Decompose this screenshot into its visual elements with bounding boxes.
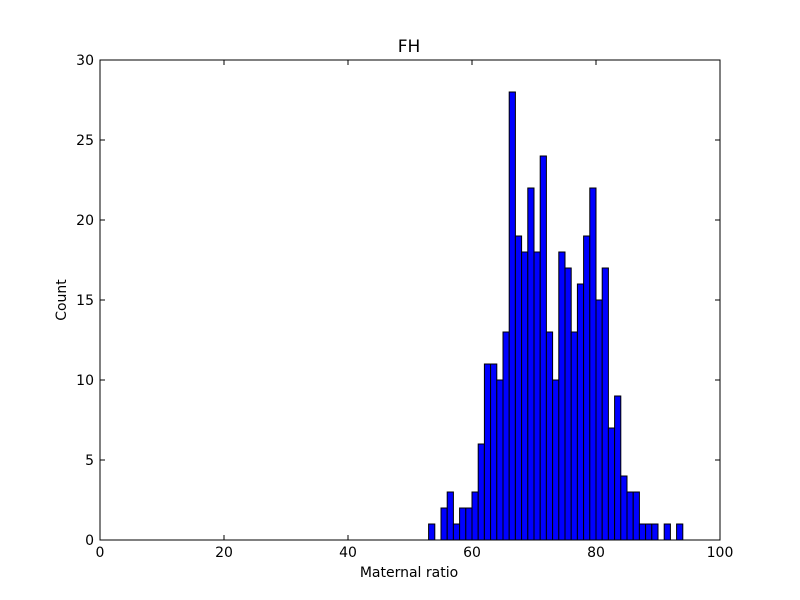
histogram-bar (508, 91, 516, 541)
histogram-bar (614, 395, 622, 541)
histogram-bar (428, 523, 436, 541)
histogram-bar (459, 507, 467, 541)
y-axis: 0 5 10 15 20 25 30 (76, 53, 720, 549)
histogram-bar (514, 235, 523, 541)
y-tick-label: 25 (76, 133, 94, 149)
histogram-bar (589, 187, 597, 541)
histogram-bar (651, 523, 659, 541)
histogram-bar (533, 251, 541, 541)
y-tick-label: 30 (76, 53, 94, 69)
x-tick-label: 80 (587, 545, 605, 561)
histogram-bar (446, 491, 454, 541)
histogram-bar (620, 475, 628, 541)
x-axis-label: Maternal ratio (360, 565, 458, 581)
histogram-bar (632, 491, 640, 541)
histogram-bar (552, 379, 560, 541)
histogram-bar (471, 491, 479, 541)
histogram-bar (539, 155, 547, 541)
histogram-bar (452, 523, 461, 541)
x-tick-label: 20 (215, 545, 233, 561)
histogram-bar (558, 251, 566, 541)
histogram-bar (465, 507, 473, 541)
x-axis: 0 20 40 60 80 100 (96, 60, 734, 561)
histogram-bar (676, 523, 684, 541)
histogram-bar (496, 379, 504, 541)
x-tick-label: 40 (339, 545, 357, 561)
histogram-bar (645, 523, 653, 541)
y-tick-label: 15 (76, 293, 94, 309)
histogram-bar (502, 331, 510, 541)
histogram-bar (527, 187, 535, 541)
histogram-bar (595, 299, 603, 541)
histogram-bar (570, 331, 578, 541)
y-tick-label: 0 (85, 533, 94, 549)
histogram-bar (607, 427, 616, 541)
histogram-bar (583, 235, 591, 541)
histogram-bar (638, 523, 647, 541)
x-tick-label: 0 (96, 545, 105, 561)
histogram-bar (440, 507, 448, 541)
y-tick-label: 10 (76, 373, 94, 389)
histogram-bar (601, 267, 609, 541)
histogram-bar (521, 251, 529, 541)
histogram-bar (564, 267, 572, 541)
chart-title: FH (398, 37, 421, 57)
histogram-bar (576, 283, 585, 541)
bars-layer (428, 91, 684, 541)
histogram-bar (477, 443, 485, 541)
y-tick-label: 5 (85, 453, 94, 469)
x-tick-label: 100 (707, 545, 734, 561)
histogram-bar (490, 363, 498, 541)
histogram-bar (483, 363, 492, 541)
x-tick-label: 60 (463, 545, 481, 561)
histogram-bar (545, 331, 554, 541)
histogram-bar (663, 523, 671, 541)
y-axis-label: Count (54, 279, 70, 321)
y-tick-label: 20 (76, 213, 94, 229)
histogram-bar (626, 491, 634, 541)
